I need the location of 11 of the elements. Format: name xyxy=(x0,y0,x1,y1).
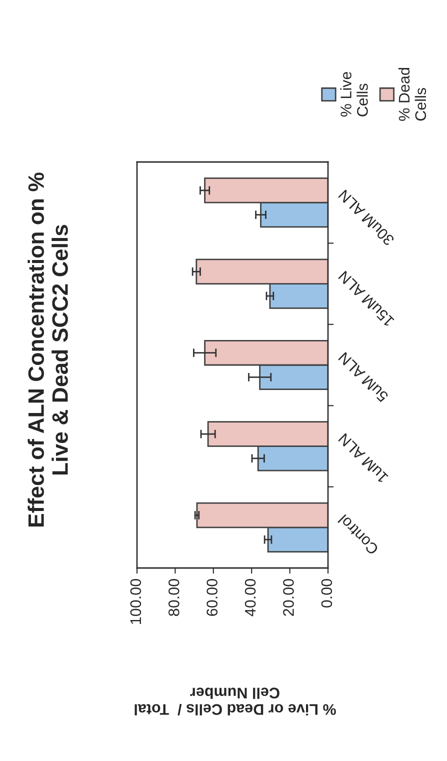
x-tick-label: 60.00 xyxy=(206,579,218,616)
legend-label: % Dead Cells xyxy=(398,68,426,121)
x-tick-label: 0.00 xyxy=(321,579,332,608)
x-tick-label: 80.00 xyxy=(168,579,180,616)
text: Effect of ALN Concentration on % Live & Dead SCC2 Cells xyxy=(28,172,68,526)
x-tick-label: 20.00 xyxy=(283,579,294,616)
x-tick-label: 40.00 xyxy=(244,579,256,616)
y-tick-label: 1uM ALN xyxy=(338,433,388,484)
x-axis-title: % Live or Dead Cells / Total Cell Number xyxy=(134,688,336,716)
x-tick-label: 100.00 xyxy=(130,579,142,624)
legend-label: % Live Cells xyxy=(340,72,368,117)
